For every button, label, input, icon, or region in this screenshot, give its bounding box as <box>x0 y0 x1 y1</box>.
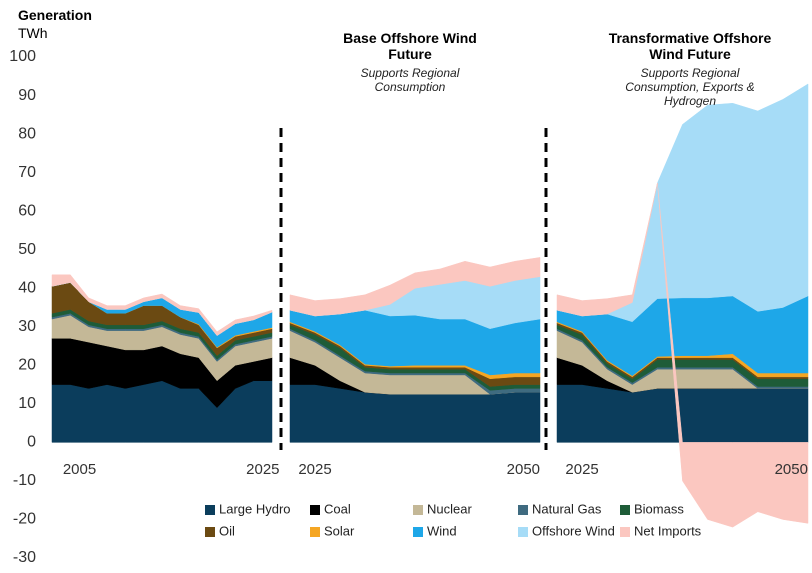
y-tick-label: 30 <box>18 318 36 335</box>
legend-label: Wind <box>427 523 457 538</box>
legend-label: Coal <box>324 501 351 516</box>
legend-label: Biomass <box>634 501 684 516</box>
x-tick-label: 2025 <box>298 461 331 478</box>
panel-subtitle: Supports Regional Consumption, Exports &… <box>625 66 755 108</box>
x-tick-label: 2050 <box>507 461 540 478</box>
y-tick-label: 50 <box>18 241 36 258</box>
y-tick-label: 100 <box>9 48 36 65</box>
y-tick-label: -20 <box>13 511 36 528</box>
legend-label: Natural Gas <box>532 501 602 516</box>
legend-swatch <box>413 505 423 515</box>
y-axis-title: Generation <box>18 7 92 23</box>
y-tick-label: 0 <box>27 434 36 451</box>
x-tick-label: 2005 <box>63 461 96 478</box>
area <box>556 384 809 443</box>
legend-swatch <box>518 505 528 515</box>
panel-subtitle: Supports Regional Consumption <box>360 66 460 94</box>
legend-swatch <box>413 527 423 537</box>
area <box>556 182 809 528</box>
panel-title: Transformative Offshore Wind Future <box>608 30 772 62</box>
legend-label: Nuclear <box>427 501 472 516</box>
y-tick-label: 60 <box>18 202 36 219</box>
legend-swatch <box>620 505 630 515</box>
legend-swatch <box>310 527 320 537</box>
y-tick-label: 90 <box>18 87 36 104</box>
legend-label: Oil <box>219 523 235 538</box>
y-tick-label: -30 <box>13 549 36 566</box>
legend-swatch <box>205 505 215 515</box>
legend-label: Solar <box>324 523 355 538</box>
area <box>51 274 273 336</box>
area <box>556 83 809 323</box>
legend-label: Net Imports <box>634 523 702 538</box>
y-axis-unit: TWh <box>18 25 48 41</box>
x-tick-label: 2025 <box>565 461 598 478</box>
y-tick-label: 70 <box>18 164 36 181</box>
panel-title: Base Offshore Wind Future <box>343 30 477 62</box>
legend-swatch <box>310 505 320 515</box>
area <box>51 380 273 443</box>
y-tick-label: 80 <box>18 125 36 142</box>
legend-swatch <box>620 527 630 537</box>
y-tick-label: 40 <box>18 279 36 296</box>
legend-swatch <box>205 527 215 537</box>
y-tick-label: 20 <box>18 357 36 374</box>
area <box>289 257 541 317</box>
x-tick-label: 2025 <box>246 461 279 478</box>
legend-label: Large Hydro <box>219 501 291 516</box>
legend-swatch <box>518 527 528 537</box>
x-tick-label: 2050 <box>775 461 808 478</box>
y-tick-label: -10 <box>13 472 36 489</box>
legend-label: Offshore Wind <box>532 523 615 538</box>
y-tick-label: 10 <box>18 395 36 412</box>
